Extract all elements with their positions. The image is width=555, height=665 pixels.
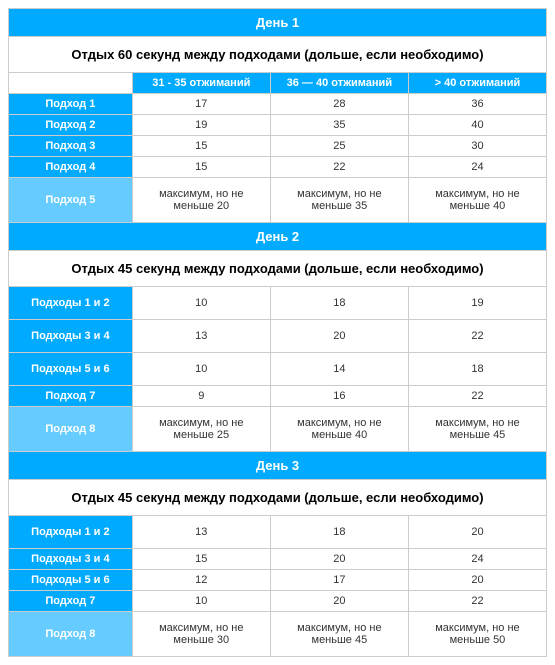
rest-header: Отдых 45 секунд между подходами (дольше,…	[9, 480, 547, 516]
row-label: Подход 4	[9, 157, 133, 178]
column-header: 36 — 40 отжиманий	[270, 73, 408, 94]
data-cell: 20	[270, 549, 408, 570]
data-cell: максимум, но не меньше 35	[270, 178, 408, 223]
data-cell: максимум, но не меньше 45	[408, 407, 546, 452]
row-label: Подходы 1 и 2	[9, 516, 133, 549]
row-label: Подход 8	[9, 612, 133, 657]
row-label: Подход 7	[9, 591, 133, 612]
data-cell: максимум, но не меньше 20	[132, 178, 270, 223]
data-cell: 28	[270, 94, 408, 115]
column-header: 31 - 35 отжиманий	[132, 73, 270, 94]
data-cell: максимум, но не меньше 50	[408, 612, 546, 657]
data-cell: 30	[408, 136, 546, 157]
data-cell: 24	[408, 157, 546, 178]
data-cell: 22	[270, 157, 408, 178]
data-cell: 15	[132, 136, 270, 157]
row-label: Подходы 3 и 4	[9, 320, 133, 353]
data-cell: 24	[408, 549, 546, 570]
rest-header: Отдых 60 секунд между подходами (дольше,…	[9, 37, 547, 73]
data-cell: 15	[132, 157, 270, 178]
column-header: > 40 отжиманий	[408, 73, 546, 94]
data-cell: максимум, но не меньше 45	[270, 612, 408, 657]
data-cell: 13	[132, 320, 270, 353]
data-cell: 18	[408, 353, 546, 386]
data-cell: 20	[270, 591, 408, 612]
data-cell: 19	[408, 287, 546, 320]
data-cell: максимум, но не меньше 30	[132, 612, 270, 657]
data-cell: 10	[132, 353, 270, 386]
row-label: Подход 1	[9, 94, 133, 115]
workout-table: День 1Отдых 60 секунд между подходами (д…	[8, 8, 547, 657]
row-label: Подход 8	[9, 407, 133, 452]
data-cell: 18	[270, 516, 408, 549]
data-cell: 20	[408, 516, 546, 549]
data-cell: 18	[270, 287, 408, 320]
data-cell: 40	[408, 115, 546, 136]
rest-header: Отдых 45 секунд между подходами (дольше,…	[9, 251, 547, 287]
data-cell: 22	[408, 320, 546, 353]
row-label: Подходы 5 и 6	[9, 570, 133, 591]
data-cell: 10	[132, 591, 270, 612]
data-cell: 22	[408, 386, 546, 407]
blank-cell	[9, 73, 133, 94]
data-cell: максимум, но не меньше 40	[408, 178, 546, 223]
data-cell: максимум, но не меньше 25	[132, 407, 270, 452]
day-header: День 2	[9, 223, 547, 251]
data-cell: 20	[270, 320, 408, 353]
data-cell: 22	[408, 591, 546, 612]
data-cell: 9	[132, 386, 270, 407]
data-cell: 16	[270, 386, 408, 407]
data-cell: 25	[270, 136, 408, 157]
data-cell: 15	[132, 549, 270, 570]
data-cell: 35	[270, 115, 408, 136]
data-cell: 10	[132, 287, 270, 320]
data-cell: максимум, но не меньше 40	[270, 407, 408, 452]
day-header: День 3	[9, 452, 547, 480]
row-label: Подходы 1 и 2	[9, 287, 133, 320]
row-label: Подход 5	[9, 178, 133, 223]
data-cell: 13	[132, 516, 270, 549]
row-label: Подход 3	[9, 136, 133, 157]
data-cell: 19	[132, 115, 270, 136]
data-cell: 12	[132, 570, 270, 591]
row-label: Подходы 5 и 6	[9, 353, 133, 386]
data-cell: 17	[270, 570, 408, 591]
row-label: Подход 7	[9, 386, 133, 407]
data-cell: 17	[132, 94, 270, 115]
data-cell: 14	[270, 353, 408, 386]
data-cell: 36	[408, 94, 546, 115]
day-header: День 1	[9, 9, 547, 37]
data-cell: 20	[408, 570, 546, 591]
row-label: Подход 2	[9, 115, 133, 136]
row-label: Подходы 3 и 4	[9, 549, 133, 570]
